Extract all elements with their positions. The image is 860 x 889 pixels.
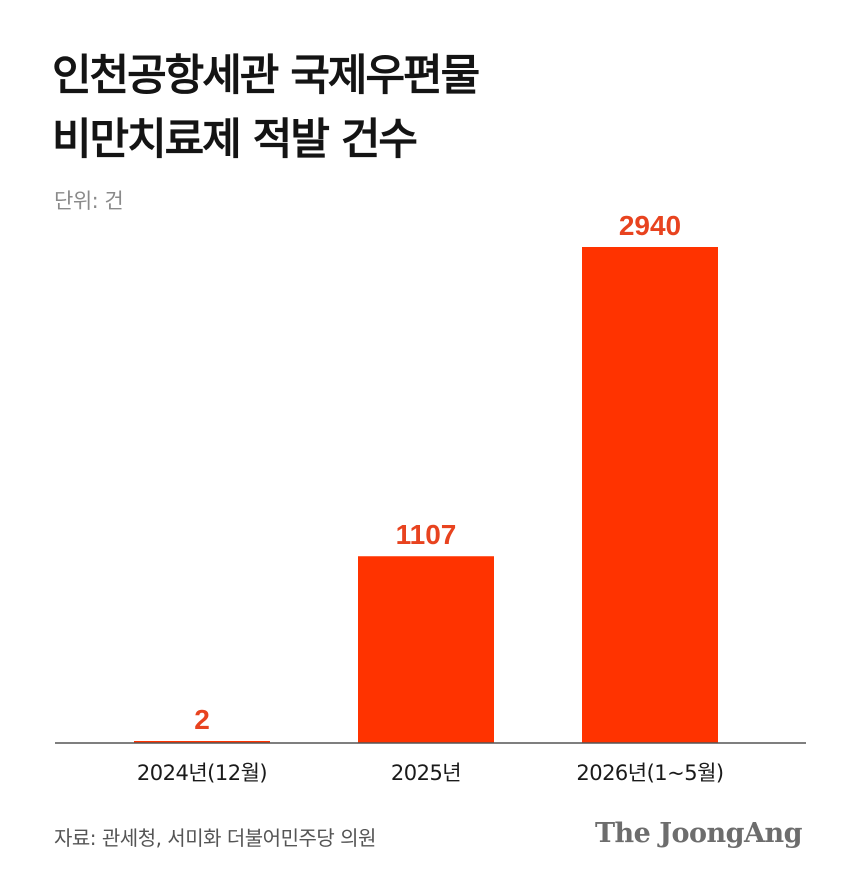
value-label-2: 2940 [619,210,681,241]
category-label-2: 2026년(1~5월) [576,761,723,785]
bar-1 [358,556,494,743]
unit-label: 단위: 건 [54,189,124,213]
category-label-1: 2025년 [391,761,461,785]
category-label-0: 2024년(12월) [137,761,267,785]
value-label-1: 1107 [396,519,457,550]
value-labels-group: 2 1107 2940 [194,210,681,735]
chart-title: 인천공항세관 국제우편물 비만치료제 적발 건수 [52,44,480,172]
bars-group [134,247,718,743]
category-labels-group: 2024년(12월) 2025년 2026년(1~5월) [137,761,724,785]
chart-title-line-2: 비만치료제 적발 건수 [52,115,418,165]
chart-title-line-1: 인천공항세관 국제우편물 [52,51,480,101]
bar-0 [134,741,270,743]
bar-2 [582,247,718,743]
source-note: 자료: 관세청, 서미화 더불어민주당 의원 [54,826,376,850]
brand-logo: The JoongAng [594,818,803,849]
value-label-0: 2 [194,704,210,735]
